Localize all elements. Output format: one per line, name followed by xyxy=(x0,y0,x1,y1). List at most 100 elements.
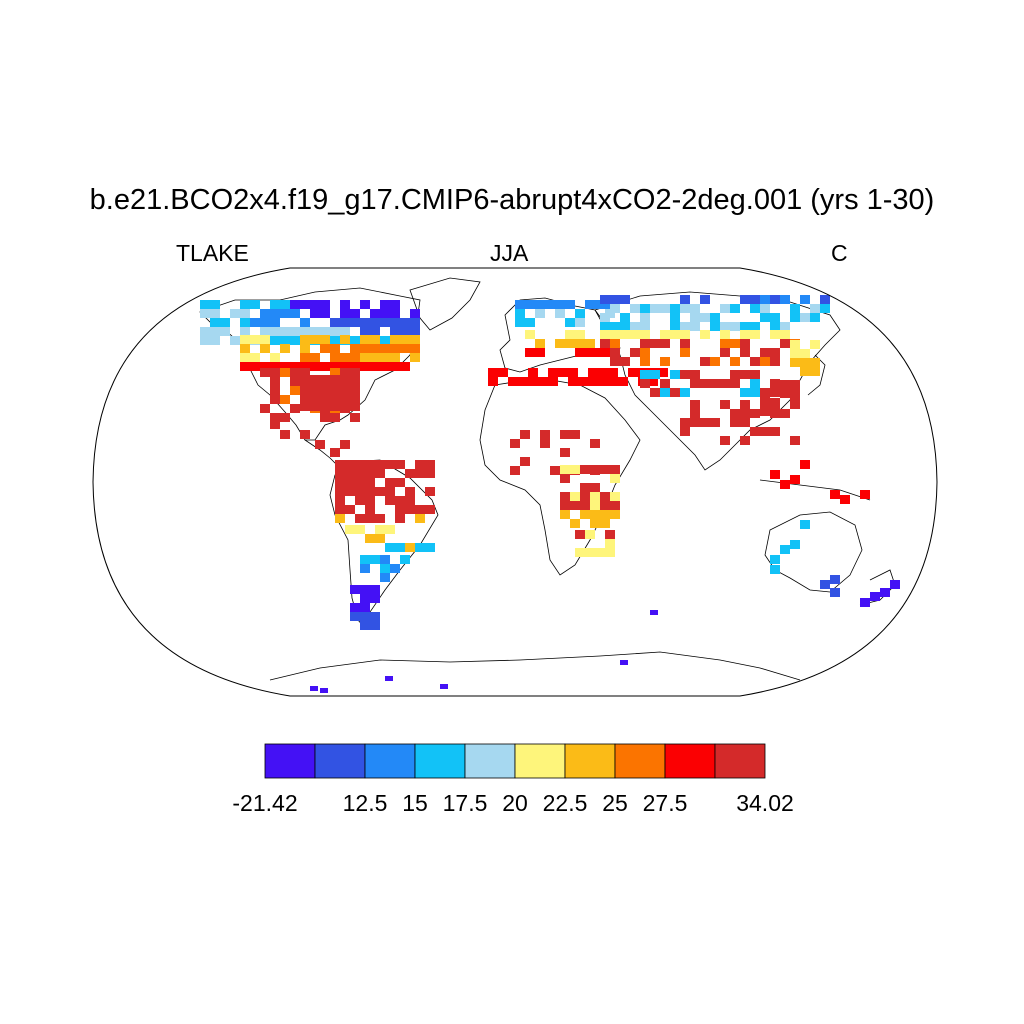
grid-cell xyxy=(560,448,570,457)
grid-cell xyxy=(290,300,300,309)
grid-cell xyxy=(350,344,360,353)
grid-cell xyxy=(590,501,600,510)
grid-cell xyxy=(650,304,660,313)
grid-cell xyxy=(680,330,690,339)
grid-cell xyxy=(670,370,680,379)
grid-cell xyxy=(588,368,598,377)
grid-cell xyxy=(320,384,330,393)
grid-cell xyxy=(540,430,550,439)
grid-cell xyxy=(360,612,370,621)
grid-cell xyxy=(355,460,365,469)
grid-cell xyxy=(700,418,710,427)
grid-cell xyxy=(405,469,415,478)
grid-cell xyxy=(375,460,385,469)
grid-cell xyxy=(680,322,690,331)
grid-cell xyxy=(365,514,375,523)
grid-cell xyxy=(750,295,760,304)
grid-cell xyxy=(740,348,750,357)
grid-cell xyxy=(610,474,620,483)
grid-cell xyxy=(425,505,435,514)
grid-cell xyxy=(680,370,690,379)
grid-cell xyxy=(300,344,310,353)
grid-cell xyxy=(790,340,800,349)
grid-cell xyxy=(330,402,340,411)
grid-cell xyxy=(300,335,310,344)
grid-cell xyxy=(730,304,740,313)
grid-cell xyxy=(780,322,790,331)
grid-cell xyxy=(535,339,545,348)
grid-cell xyxy=(680,427,690,436)
grid-cell xyxy=(260,362,270,371)
grid-cell xyxy=(250,318,260,327)
grid-cell xyxy=(355,478,365,487)
grid-cell xyxy=(410,327,420,336)
grid-cell xyxy=(525,330,535,339)
grid-cell xyxy=(780,330,790,339)
grid-cell xyxy=(330,368,340,377)
grid-cell xyxy=(405,496,415,505)
grid-cell xyxy=(640,313,650,322)
grid-cell xyxy=(610,510,620,519)
grid-cell xyxy=(740,330,750,339)
grid-cell xyxy=(760,295,770,304)
grid-cell xyxy=(410,344,420,353)
grid-cell xyxy=(355,469,365,478)
grid-cell xyxy=(300,353,310,362)
grid-cell xyxy=(578,377,588,386)
grid-cell xyxy=(560,465,570,474)
grid-cell xyxy=(330,362,340,371)
grid-cell xyxy=(375,534,385,543)
grid-cell xyxy=(300,368,310,377)
indonesia-outline xyxy=(759,479,871,501)
grid-cell xyxy=(400,362,410,371)
grid-cell xyxy=(370,309,380,318)
grid-cell xyxy=(260,335,270,344)
grid-cell xyxy=(270,386,280,395)
grid-cell xyxy=(335,478,345,487)
grid-cell xyxy=(350,402,360,411)
grid-cell xyxy=(750,388,760,397)
grid-cell xyxy=(780,545,790,554)
grid-cell xyxy=(800,358,810,367)
grid-cell xyxy=(650,370,660,379)
grid-cell xyxy=(540,439,550,448)
grid-cell xyxy=(345,487,355,496)
grid-cell xyxy=(720,304,730,313)
grid-cell xyxy=(780,380,790,389)
colorbar-swatch-7 xyxy=(614,743,666,779)
grid-cell xyxy=(535,309,545,318)
grid-cell xyxy=(330,384,340,393)
grid-cell xyxy=(740,339,750,348)
grid-cell xyxy=(660,339,670,348)
colorbar-label-0: -21.42 xyxy=(232,790,298,816)
grid-cell xyxy=(565,330,575,339)
grid-cell xyxy=(600,322,610,331)
grid-cell xyxy=(400,327,410,336)
grid-cell xyxy=(588,377,598,386)
grid-cell xyxy=(370,362,380,371)
grid-cell xyxy=(700,313,710,322)
grid-cell xyxy=(488,377,498,386)
grid-cell xyxy=(410,353,420,362)
grid-cell xyxy=(395,543,405,552)
grid-cell xyxy=(880,588,890,597)
grid-cell xyxy=(350,413,360,422)
grid-cell xyxy=(360,300,370,309)
grid-cell xyxy=(670,313,680,322)
grid-cell xyxy=(660,330,670,339)
grid-cell xyxy=(395,478,405,487)
grid-cell xyxy=(240,309,250,318)
grid-cell xyxy=(508,377,518,386)
grid-cell xyxy=(600,510,610,519)
grid-cell xyxy=(740,388,750,397)
grid-cell xyxy=(790,313,800,322)
grid-cell xyxy=(270,353,280,362)
grid-cell xyxy=(600,519,610,528)
grid-cell xyxy=(210,300,220,309)
grid-cell xyxy=(610,304,620,313)
grid-cell xyxy=(610,357,620,366)
grid-cell xyxy=(350,393,360,402)
grid-cell xyxy=(780,339,790,348)
grid-cell xyxy=(690,418,700,427)
grid-cell xyxy=(270,362,280,371)
